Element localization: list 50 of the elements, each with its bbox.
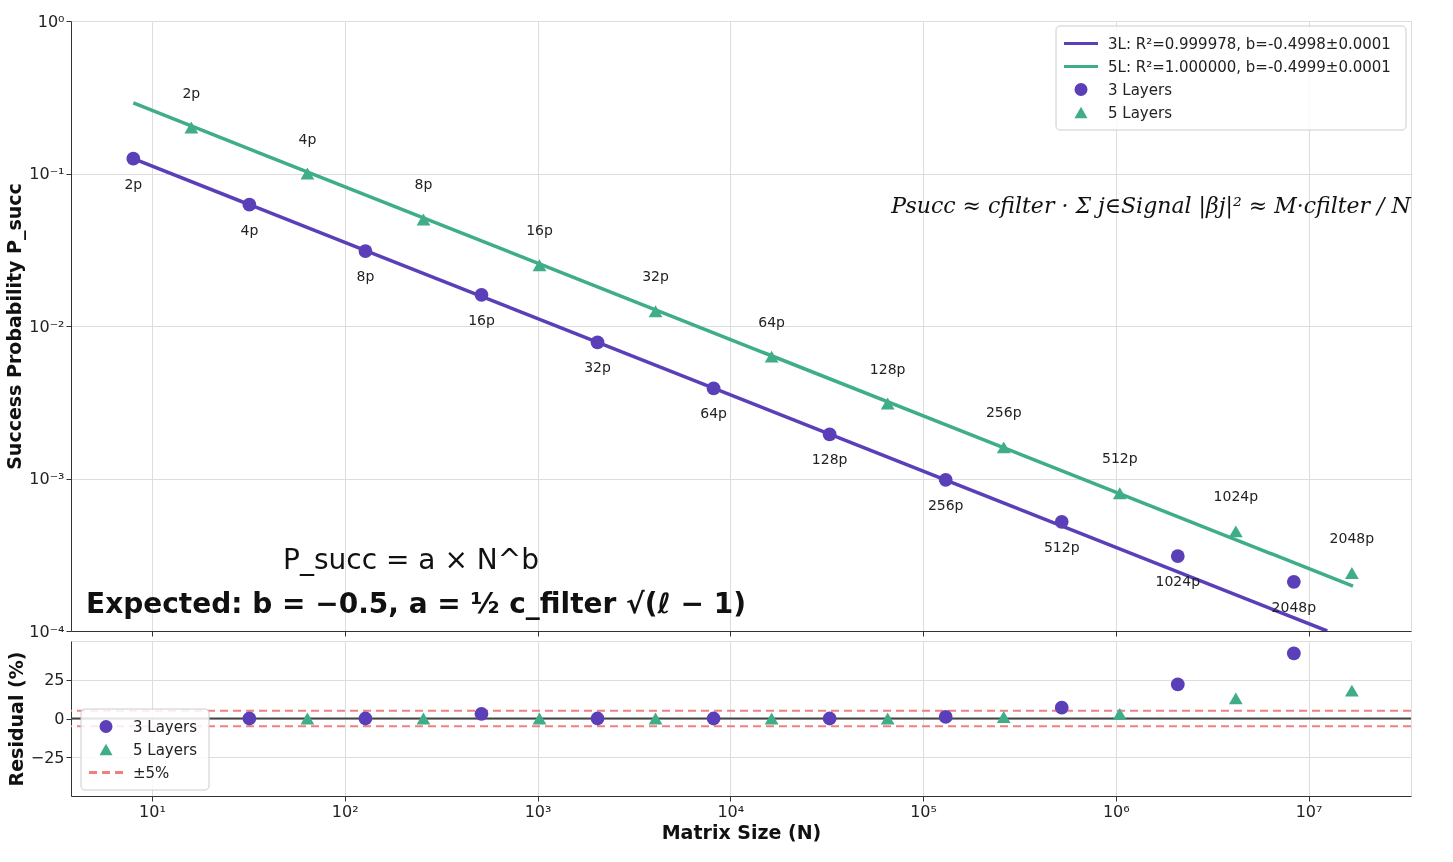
annotation: 4p (298, 130, 317, 147)
annotation: 512p (1043, 538, 1080, 555)
x-tick-label: 10⁶ (1102, 801, 1130, 821)
annotation: 256p (927, 496, 964, 513)
annotation: 2p (182, 84, 201, 101)
y-tick-label: 10⁻¹ (29, 164, 65, 183)
annotation: 16p (526, 222, 553, 239)
legend-label: 3 Layers (1108, 80, 1173, 99)
annotation: Expected: b = −0.5, a = ½ c_filter √(ℓ − 1) (86, 587, 747, 620)
y-tick-label: 25 (44, 670, 65, 690)
x-tick-label: 10³ (524, 801, 552, 821)
y-tick-label: 10⁰ (37, 11, 65, 31)
x-tick-label: 10⁴ (717, 801, 745, 821)
annotation: 16p (468, 311, 495, 328)
annotation: 64p (700, 405, 728, 422)
annotation: 128p (811, 451, 848, 468)
y-tick-label: 10⁻⁴ (29, 621, 65, 641)
annotation: 8p (414, 176, 433, 193)
annotation: 8p (356, 268, 375, 285)
annotation: 256p (985, 404, 1022, 421)
annotation: 2048p (1329, 530, 1375, 547)
annotation: 512p (1101, 450, 1138, 467)
legend-label: 3 Layers (133, 717, 198, 736)
legend-label: 3L: R²=0.999978, b=-0.4998±0.0001 (1108, 34, 1391, 53)
annotation: 4p (240, 221, 259, 238)
annotation: 32p (642, 268, 670, 285)
annotation: 32p (584, 359, 611, 376)
x-tick-label: 10⁵ (910, 801, 937, 821)
annotation: P_succ = a × N^b (283, 543, 539, 576)
y-tick-label: 10⁻² (29, 316, 65, 336)
annotation: Psucc ≈ cfilter · Σ j∈Signal |βj|² ≈ M·cfilter / N (890, 193, 1412, 219)
legend-label: ±5% (133, 763, 170, 782)
annotation: 1024p (1155, 573, 1201, 590)
y-tick-label: −25 (30, 747, 65, 767)
y-tick-label: 0 (54, 709, 65, 728)
annotation: 64p (758, 313, 786, 330)
annotation: 128p (869, 360, 906, 377)
annotation: 2p (124, 175, 143, 192)
annotation: 1024p (1213, 488, 1259, 505)
legend-label: 5 Layers (1108, 103, 1173, 122)
y-axis-title: Success Probability P_succ (3, 183, 27, 470)
x-axis-title: Matrix Size (N) (661, 820, 822, 843)
x-tick-label: 10² (331, 801, 359, 821)
y-axis-title: Residual (%) (4, 651, 27, 787)
x-tick-label: 10¹ (139, 801, 166, 821)
legend-label: 5 Layers (133, 740, 198, 759)
legend-label: 5L: R²=1.000000, b=-0.4999±0.0001 (1108, 57, 1391, 76)
y-tick-label: 10⁻³ (29, 469, 65, 488)
x-tick-label: 10⁷ (1295, 801, 1323, 821)
annotation: 2048p (1271, 598, 1317, 615)
